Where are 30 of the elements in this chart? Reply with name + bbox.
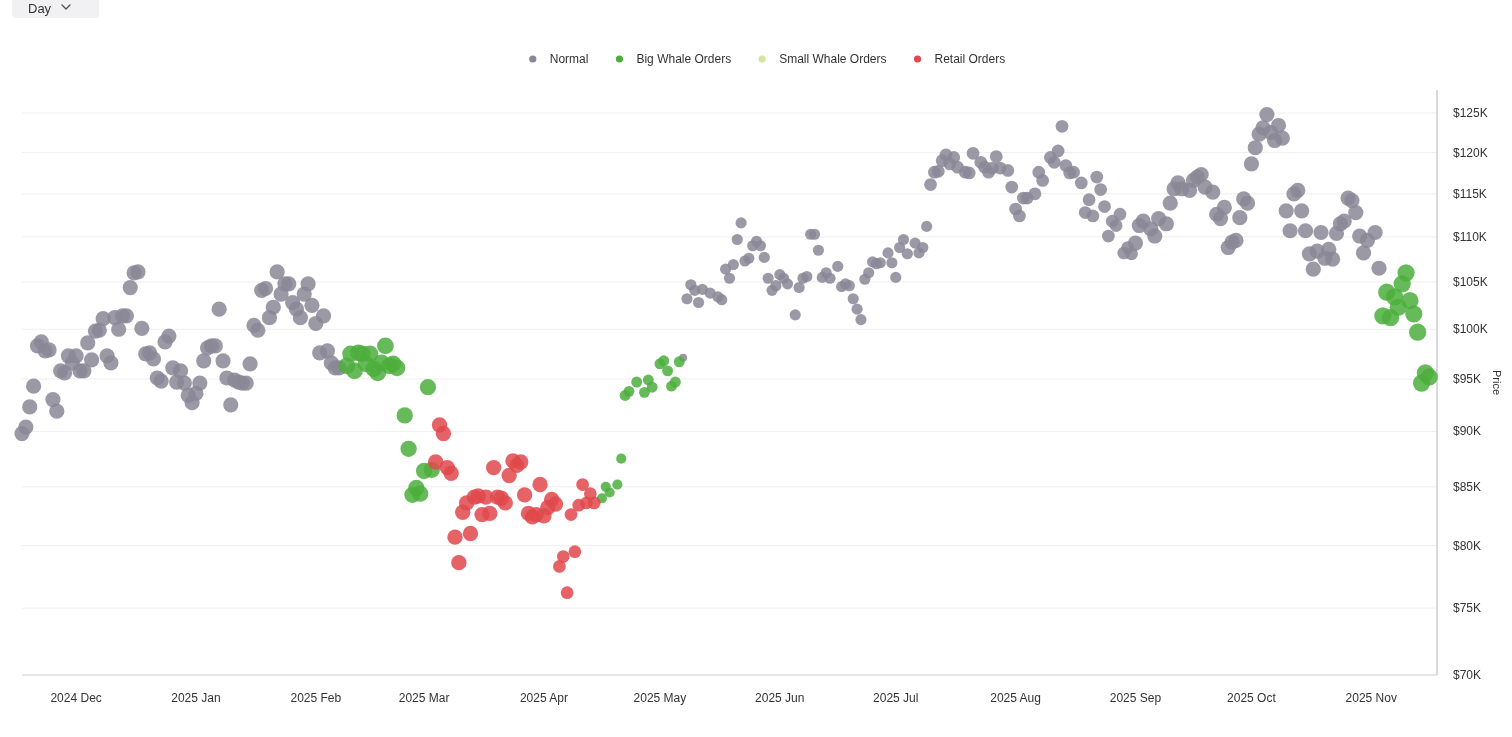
x-tick-label: 2025 Jun [755,691,805,705]
x-tick-label: 2025 Mar [398,691,450,705]
y-tick-label: $90K [1453,424,1482,439]
legend-label: Small Whale Orders [779,52,887,66]
y-tick-label: $115K [1453,186,1487,201]
x-tick-label: 2025 Nov [1345,691,1397,705]
y-tick-label: $95K [1453,372,1482,386]
x-tick-label: 2025 Apr [519,691,568,705]
y-tick-label: $120K [1453,145,1488,160]
y-tick-label: $80K [1453,538,1482,553]
dropdown: Day [12,0,99,18]
y-tick-label: $75K [1453,601,1482,616]
x-tick-label: 2025 Jul [873,691,919,705]
y-tick-label: $70K [1453,668,1482,682]
x-tick-label: 2025 Sep [1109,691,1162,705]
y-tick-label: $100K [1453,322,1488,337]
y-tick-label: $125K [1453,105,1488,120]
x-tick-label: 2025 Feb [290,691,342,705]
y-tick-label: $85K [1453,479,1482,494]
x-tick-label: 2025 May [633,691,687,705]
legend-label: Retail Orders [934,52,1006,66]
legend-label: Normal [549,52,589,66]
x-tick-label: 2024 Dec [50,691,102,705]
legend-label: Big Whale Orders [636,52,732,66]
x-tick-label: 2025 Aug [990,691,1041,705]
y-axis-title: Price [1491,369,1503,396]
y-tick-label: $110K [1453,229,1487,244]
y-tick-label: $105K [1453,274,1488,289]
x-tick-label: 2025 Jan [171,691,221,705]
x-tick-label: 2025 Oct [1227,691,1277,705]
